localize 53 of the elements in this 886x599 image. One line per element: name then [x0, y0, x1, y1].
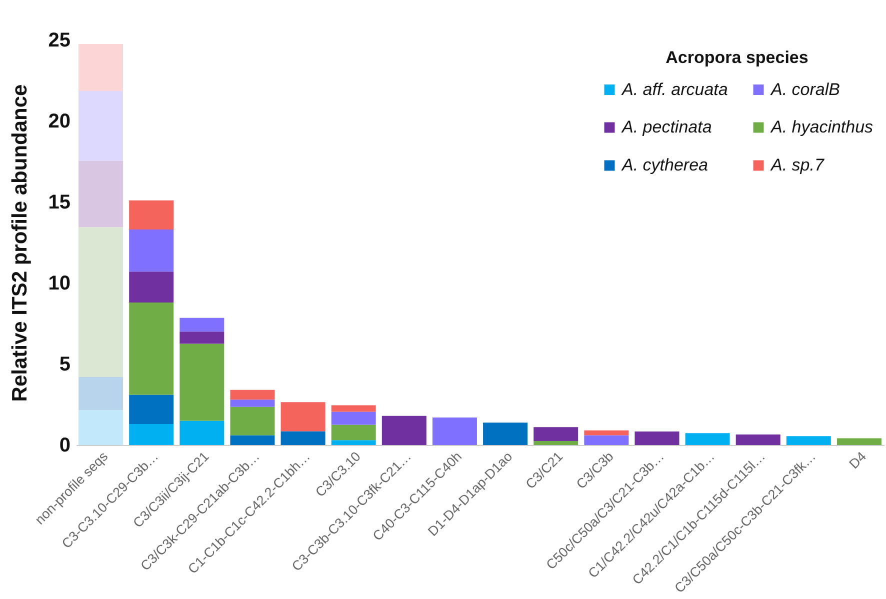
bar — [230, 400, 275, 407]
bar — [78, 227, 124, 377]
bar — [331, 424, 376, 440]
y-tick-label: 10 — [48, 272, 70, 294]
x-tick-label: D4 — [846, 448, 870, 472]
bar — [78, 91, 124, 161]
bar — [534, 440, 578, 445]
y-axis-title: Relative ITS2 profile abundance — [8, 84, 32, 402]
bar — [584, 430, 629, 436]
bar — [78, 376, 124, 410]
bar — [331, 440, 376, 445]
bar — [280, 402, 326, 432]
bar — [129, 272, 174, 302]
bar — [78, 44, 124, 92]
bar — [483, 422, 528, 445]
bar — [129, 230, 174, 272]
bar — [230, 435, 275, 445]
y-tick-label: 20 — [48, 110, 70, 132]
bar — [432, 417, 477, 445]
bar — [230, 390, 275, 400]
y-tick-label: 25 — [48, 30, 70, 52]
bar — [129, 302, 174, 395]
bar — [382, 416, 426, 445]
bar — [78, 160, 124, 228]
bar — [280, 431, 326, 445]
y-tick-label: 15 — [48, 192, 70, 214]
legend-label: A. pectinata — [621, 118, 712, 136]
bar — [685, 433, 730, 445]
legend-label: A. coralB — [770, 80, 840, 99]
bar — [331, 412, 376, 425]
bar — [634, 432, 680, 445]
bar — [129, 200, 174, 230]
bar — [129, 394, 174, 424]
bar — [180, 344, 224, 421]
legend-label: A. hyacinthus — [770, 118, 874, 136]
y-tick-label: 5 — [59, 354, 70, 376]
bar — [736, 434, 780, 445]
y-tick-label: 0 — [59, 434, 70, 456]
legend-label: A. aff. arcuata — [621, 80, 728, 99]
bar — [230, 406, 275, 436]
bar — [584, 435, 629, 445]
bar — [78, 410, 124, 445]
bar — [534, 427, 578, 441]
legend-label: A. cytherea — [621, 156, 708, 174]
bar — [180, 318, 224, 332]
bar — [180, 420, 224, 445]
legend-label: A. sp.7 — [770, 156, 824, 174]
legend-title: Acropora species — [666, 48, 808, 67]
bar — [836, 438, 882, 445]
bar — [129, 424, 174, 445]
bar — [331, 405, 376, 412]
bar — [180, 332, 224, 344]
bar — [786, 436, 831, 445]
